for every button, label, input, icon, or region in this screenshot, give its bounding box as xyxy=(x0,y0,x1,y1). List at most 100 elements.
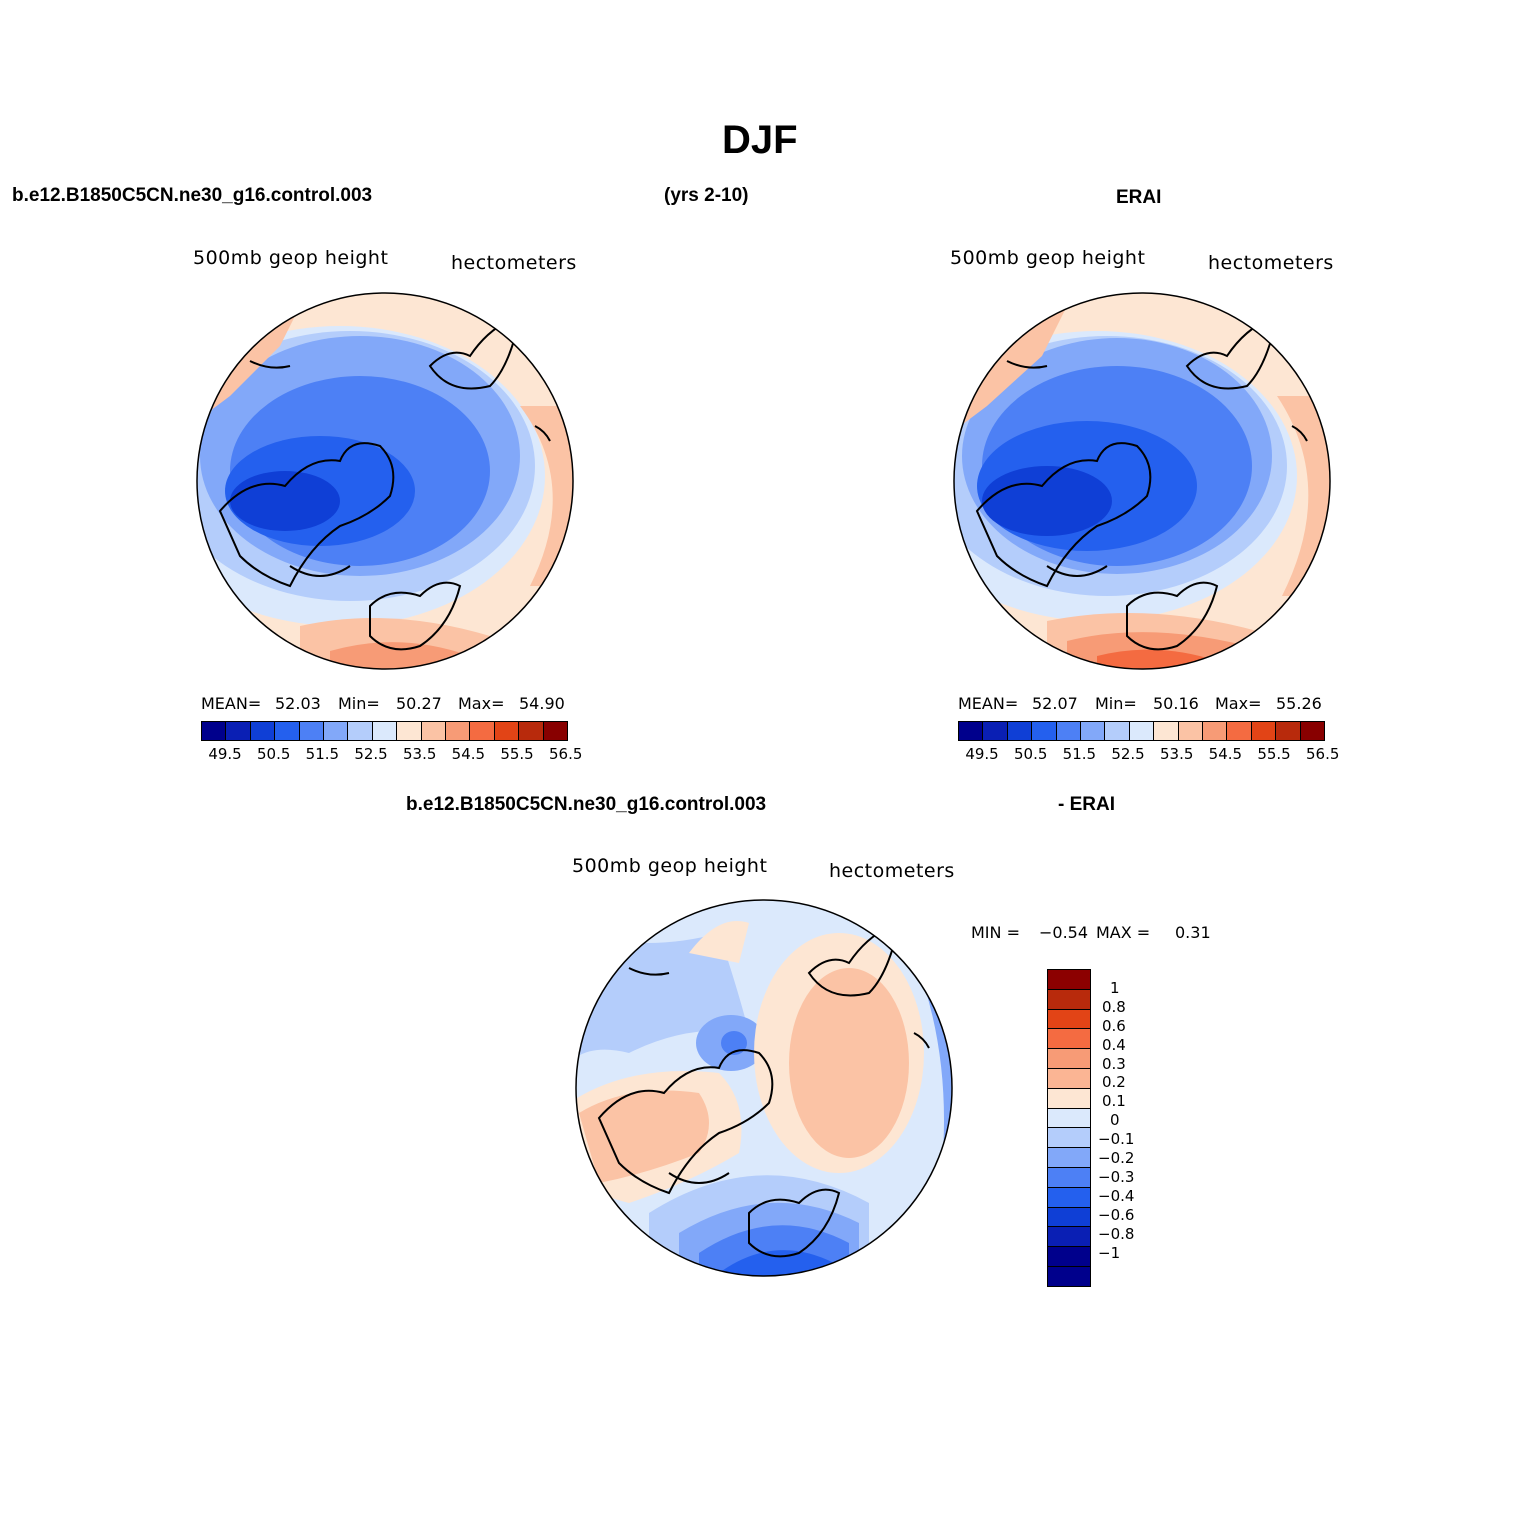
colorbar-tick-label: 49.5 xyxy=(208,745,242,763)
obs-min-label: Min= xyxy=(1095,694,1137,713)
colorbar-tick-label: 0.8 xyxy=(1102,997,1126,1016)
colorbar-swatch xyxy=(1048,1088,1090,1109)
obs-variable-label: 500mb geop height xyxy=(950,247,1146,269)
colorbar-swatch xyxy=(1048,1247,1090,1267)
diff-obs-title: - ERAI xyxy=(1058,794,1115,815)
colorbar-tick-label: 50.5 xyxy=(1014,745,1048,763)
model-units-label: hectometers xyxy=(451,252,577,274)
colorbar-tick-label: 0.6 xyxy=(1102,1016,1126,1035)
colorbar-tick-label: 55.5 xyxy=(500,745,534,763)
colorbar-swatch xyxy=(1056,722,1082,740)
colorbar-swatch xyxy=(1048,1167,1090,1188)
obs-mean-value: 52.07 xyxy=(1032,694,1078,713)
colorbar-swatch xyxy=(1048,1108,1090,1129)
colorbar-tick-label: 0.4 xyxy=(1102,1035,1126,1054)
diff-min-label: MIN = xyxy=(971,923,1020,942)
colorbar-tick-label: 0.2 xyxy=(1102,1073,1126,1092)
colorbar-swatch xyxy=(275,722,300,740)
model-colorbar xyxy=(201,721,568,741)
model-case-title: b.e12.B1850C5CN.ne30_g16.control.003 xyxy=(12,185,373,206)
colorbar-swatch xyxy=(1048,1207,1090,1228)
colorbar-tick-label: 50.5 xyxy=(257,745,291,763)
colorbar-swatch xyxy=(1048,1227,1090,1248)
colorbar-tick-label: −0.1 xyxy=(1098,1130,1135,1149)
colorbar-tick-label: 56.5 xyxy=(1306,745,1340,763)
years-label: (yrs 2-10) xyxy=(664,185,749,206)
colorbar-swatch xyxy=(1048,1187,1090,1208)
colorbar-tick-label: 51.5 xyxy=(305,745,340,763)
model-max-value: 54.90 xyxy=(519,694,565,713)
page-title: DJF xyxy=(722,118,798,162)
colorbar-swatch xyxy=(543,722,568,740)
colorbar-tick-label: −0.3 xyxy=(1098,1167,1135,1186)
diff-polar-map xyxy=(575,899,953,1277)
colorbar-swatch xyxy=(226,722,251,740)
obs-min-value: 50.16 xyxy=(1153,694,1199,713)
colorbar-swatch xyxy=(1105,722,1130,740)
colorbar-tick-label: 56.5 xyxy=(549,745,583,763)
diff-max-label: MAX = xyxy=(1096,923,1151,942)
colorbar-tick-label: −0.2 xyxy=(1098,1149,1135,1167)
colorbar-swatch xyxy=(1032,722,1057,740)
colorbar-tick-label: −0.6 xyxy=(1098,1205,1135,1224)
colorbar-swatch xyxy=(324,722,349,740)
colorbar-swatch xyxy=(1300,722,1325,740)
colorbar-swatch xyxy=(959,722,984,740)
colorbar-swatch xyxy=(1129,722,1155,740)
obs-max-label: Max= xyxy=(1215,694,1262,713)
colorbar-swatch xyxy=(1007,722,1033,740)
colorbar-swatch xyxy=(1048,989,1090,1010)
obs-polar-map xyxy=(953,292,1331,670)
obs-title: ERAI xyxy=(1116,187,1162,208)
colorbar-swatch xyxy=(446,722,471,740)
colorbar-swatch xyxy=(1081,722,1106,740)
colorbar-swatch xyxy=(1048,1266,1090,1286)
colorbar-swatch xyxy=(1048,1029,1090,1050)
colorbar-swatch xyxy=(202,722,227,740)
obs-units-label: hectometers xyxy=(1208,252,1334,274)
colorbar-swatch xyxy=(421,722,447,740)
colorbar-tick-label: 0.1 xyxy=(1102,1092,1126,1111)
colorbar-swatch xyxy=(1048,970,1090,990)
colorbar-swatch xyxy=(1251,722,1277,740)
model-variable-label: 500mb geop height xyxy=(193,247,389,269)
colorbar-tick-label: −1 xyxy=(1098,1243,1121,1262)
colorbar-tick-label: 49.5 xyxy=(965,745,999,763)
model-min-label: Min= xyxy=(338,694,380,713)
obs-max-value: 55.26 xyxy=(1276,694,1322,713)
colorbar-tick-label: 0 xyxy=(1110,1111,1120,1130)
colorbar-swatch xyxy=(519,722,544,740)
colorbar-swatch xyxy=(1227,722,1252,740)
diff-units-label: hectometers xyxy=(829,860,955,882)
model-max-label: Max= xyxy=(458,694,505,713)
model-mean-value: 52.03 xyxy=(275,694,321,713)
diff-colorbar xyxy=(1047,969,1091,1287)
diff-max-value: 0.31 xyxy=(1175,923,1211,942)
colorbar-tick-label: 54.5 xyxy=(1208,745,1243,763)
colorbar-tick-label: −0.4 xyxy=(1098,1186,1135,1205)
colorbar-swatch xyxy=(372,722,398,740)
obs-colorbar xyxy=(958,721,1325,741)
colorbar-tick-label: 53.5 xyxy=(403,745,437,763)
model-min-value: 50.27 xyxy=(396,694,442,713)
colorbar-tick-label: 55.5 xyxy=(1257,745,1291,763)
colorbar-swatch xyxy=(1048,1009,1090,1030)
colorbar-swatch xyxy=(983,722,1008,740)
model-mean-label: MEAN= xyxy=(201,694,262,713)
colorbar-swatch xyxy=(1048,1068,1090,1089)
obs-mean-label: MEAN= xyxy=(958,694,1019,713)
colorbar-swatch xyxy=(299,722,325,740)
colorbar-swatch xyxy=(470,722,495,740)
colorbar-swatch xyxy=(1048,1148,1090,1168)
colorbar-tick-label: 1 xyxy=(1110,978,1120,997)
colorbar-tick-label: −0.8 xyxy=(1098,1224,1135,1243)
model-polar-map xyxy=(196,292,574,670)
diff-variable-label: 500mb geop height xyxy=(572,855,768,877)
colorbar-tick-label: 52.5 xyxy=(354,745,388,763)
colorbar-tick-label: 0.3 xyxy=(1102,1054,1126,1073)
colorbar-tick-label: 52.5 xyxy=(1111,745,1145,763)
diff-case-title: b.e12.B1850C5CN.ne30_g16.control.003 xyxy=(406,794,767,815)
colorbar-swatch xyxy=(1048,1049,1090,1069)
colorbar-swatch xyxy=(250,722,276,740)
colorbar-swatch xyxy=(1203,722,1228,740)
